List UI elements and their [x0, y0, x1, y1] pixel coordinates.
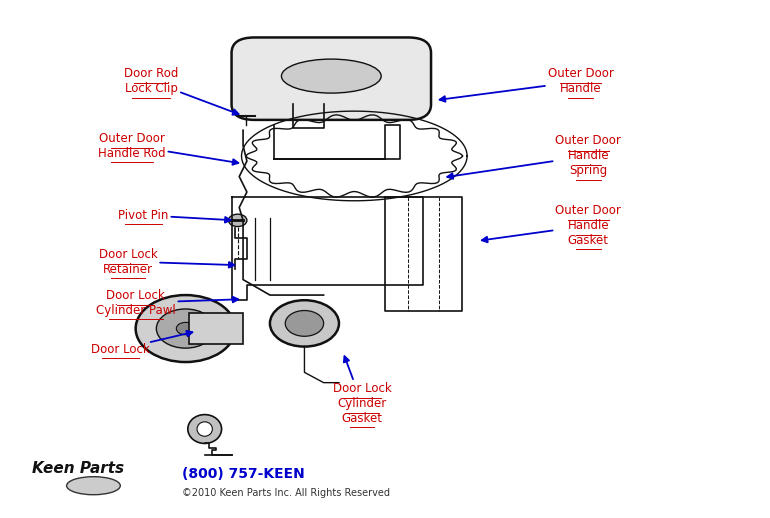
Ellipse shape — [156, 309, 215, 348]
Ellipse shape — [229, 214, 247, 226]
Ellipse shape — [281, 59, 381, 93]
Text: ©2010 Keen Parts Inc. All Rights Reserved: ©2010 Keen Parts Inc. All Rights Reserve… — [182, 488, 390, 498]
Text: Door Lock
Cylinder Pawl: Door Lock Cylinder Pawl — [95, 289, 238, 317]
Ellipse shape — [176, 322, 195, 335]
Text: Pivot Pin: Pivot Pin — [118, 209, 230, 223]
Ellipse shape — [285, 310, 323, 336]
Text: Door Lock
Retainer: Door Lock Retainer — [99, 248, 234, 276]
Text: Door Rod
Lock Clip: Door Rod Lock Clip — [124, 67, 239, 114]
Ellipse shape — [188, 414, 222, 443]
FancyBboxPatch shape — [232, 37, 431, 120]
Ellipse shape — [66, 477, 120, 495]
Text: Keen Parts: Keen Parts — [32, 461, 124, 476]
Text: Outer Door
Handle
Spring: Outer Door Handle Spring — [447, 135, 621, 179]
Text: Outer Door
Handle: Outer Door Handle — [440, 67, 614, 102]
Text: Outer Door
Handle
Gasket: Outer Door Handle Gasket — [482, 204, 621, 247]
Ellipse shape — [197, 422, 213, 436]
Text: Door Lock: Door Lock — [91, 331, 192, 356]
Text: (800) 757-KEEN: (800) 757-KEEN — [182, 467, 304, 481]
Text: Outer Door
Handle Rod: Outer Door Handle Rod — [98, 132, 239, 165]
Ellipse shape — [136, 295, 236, 362]
Ellipse shape — [270, 300, 339, 347]
Bar — [189, 313, 243, 344]
Text: Door Lock
Cylinder
Gasket: Door Lock Cylinder Gasket — [333, 356, 391, 425]
